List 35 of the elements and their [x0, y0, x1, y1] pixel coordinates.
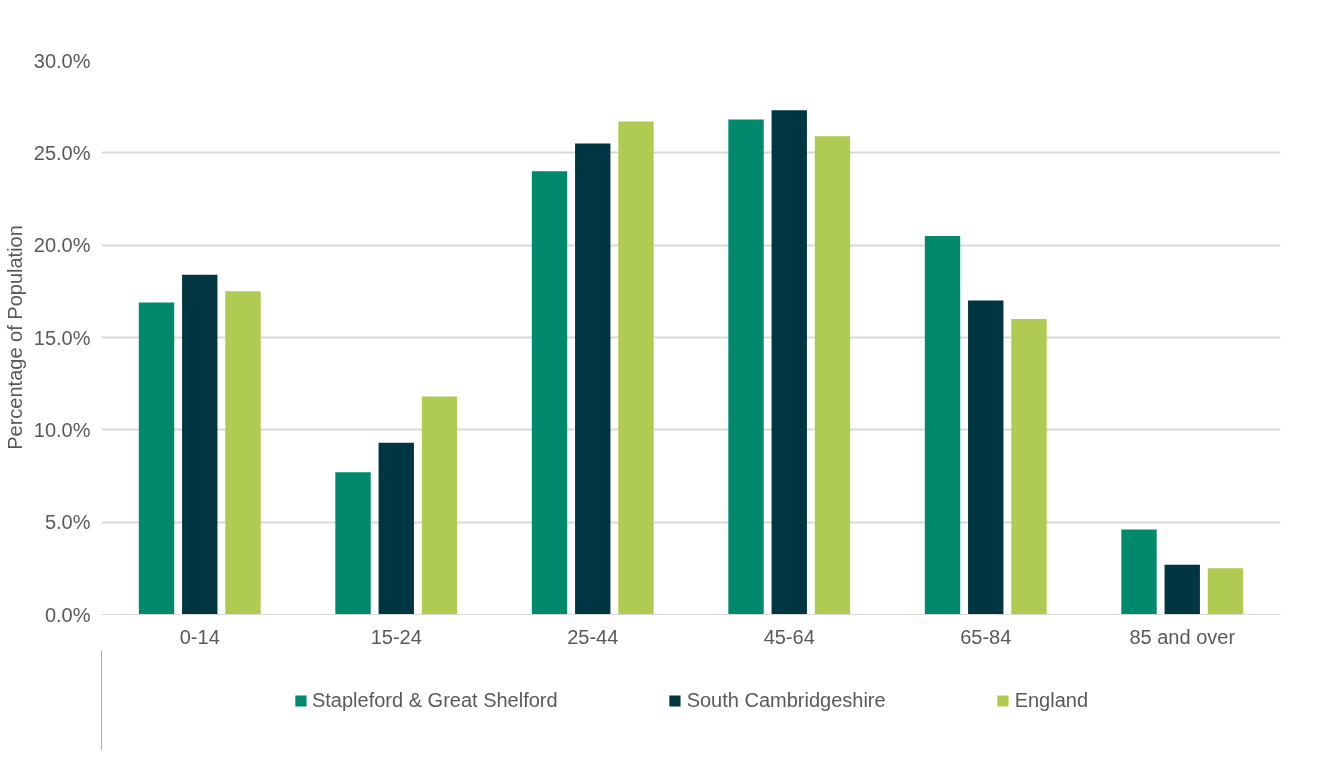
y-tick-label: 10.0% [33, 418, 91, 441]
bar [771, 110, 807, 615]
y-tick-label: 15.0% [33, 326, 91, 349]
x-tick-label: 0-14 [179, 625, 220, 648]
bar [531, 171, 568, 615]
y-tick-label: 0.0% [44, 603, 91, 626]
bar [575, 143, 611, 615]
x-tick-label: 25-44 [567, 625, 619, 648]
bar [335, 472, 371, 615]
y-tick-label: 30.0% [33, 49, 91, 72]
legend-label: Stapleford & Great Shelford [311, 688, 558, 712]
y-tick-label: 20.0% [33, 234, 91, 257]
bar [618, 121, 654, 615]
bar [421, 396, 458, 615]
x-tick-label: 85 and over [1129, 625, 1236, 648]
x-tick-label: 65-84 [960, 625, 1012, 648]
bar [1121, 529, 1157, 615]
bar [814, 136, 851, 615]
bar [924, 235, 961, 615]
bar [728, 119, 764, 615]
bar [378, 442, 414, 615]
legend-label: South Cambridgeshire [686, 688, 886, 712]
y-axis-title: Percentage of Population [3, 225, 26, 450]
x-tick-label: 15-24 [370, 625, 422, 648]
legend-label: England [1014, 688, 1089, 712]
bar [1164, 564, 1200, 615]
bar [225, 291, 261, 615]
bar [1011, 319, 1047, 615]
y-tick-label: 25.0% [33, 141, 91, 164]
y-tick-label: 5.0% [44, 511, 91, 534]
bar [182, 274, 218, 615]
x-tick-label: 45-64 [763, 625, 815, 648]
bar [138, 302, 175, 615]
bar [968, 300, 1004, 615]
bar [1207, 568, 1244, 615]
